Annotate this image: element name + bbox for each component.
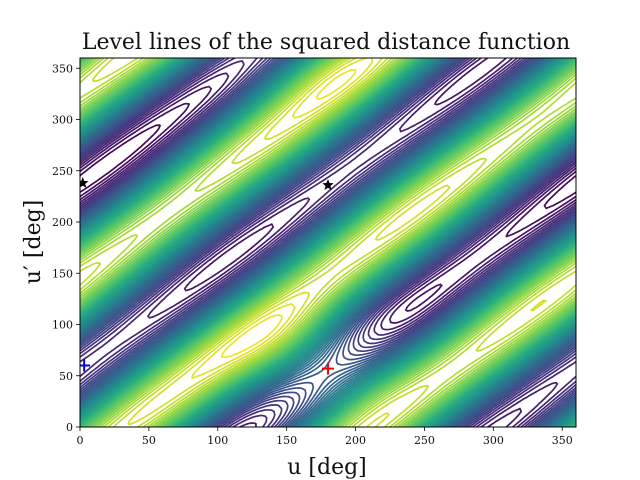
plot-frame: [79, 57, 577, 428]
contour-lines: [80, 58, 576, 427]
contour-level-line: [80, 58, 576, 427]
contour-level-line: [80, 58, 576, 427]
x-tick-label: 250: [414, 434, 435, 447]
contour-level-line: [127, 58, 547, 427]
y-tick-label: 350: [52, 62, 73, 75]
x-tick-label: 350: [552, 434, 573, 447]
star-marker: [322, 179, 334, 190]
contour-level-line: [80, 124, 576, 210]
contour-level-line: [80, 58, 576, 427]
contour-level-line: [80, 58, 576, 427]
contour-level-line: [220, 68, 357, 359]
x-tick-label: 100: [207, 434, 228, 447]
contour-level-line: [80, 58, 576, 427]
y-tick-label: 200: [52, 216, 73, 229]
contour-level-line: [80, 58, 576, 427]
contour-level-line: [80, 102, 576, 312]
x-tick-label: 300: [483, 434, 504, 447]
contour-level-line: [80, 58, 576, 427]
contour-level-line: [80, 58, 576, 427]
contour-level-line: [80, 58, 576, 427]
contour-level-line: [80, 58, 576, 427]
y-axis-label: u′ [deg]: [21, 200, 46, 285]
contour-level-line: [80, 58, 576, 427]
y-axis-ticks: 0 50 100 150 200 250 300 350: [52, 62, 80, 434]
contour-level-line: [80, 58, 576, 427]
y-tick-label: 100: [52, 319, 73, 332]
y-tick-label: 300: [52, 114, 73, 127]
x-tick-label: 200: [345, 434, 366, 447]
contour-level-line: [80, 58, 576, 427]
x-tick-label: 50: [142, 434, 156, 447]
contour-level-line: [191, 58, 374, 379]
contour-level-line: [80, 58, 576, 427]
chart-title: Level lines of the squared distance func…: [82, 30, 570, 55]
y-tick-label: 50: [59, 370, 73, 383]
y-tick-label: 0: [66, 421, 73, 434]
contour-level-line: [80, 58, 576, 427]
contour-level-line: [80, 58, 576, 427]
x-tick-label: 150: [276, 434, 297, 447]
y-tick-label: 250: [52, 165, 73, 178]
contour-level-line: [80, 58, 576, 427]
contour-level-line: [80, 58, 576, 427]
contour-level-line: [80, 58, 576, 427]
contour-level-line: [80, 58, 576, 427]
star-marker: [80, 177, 89, 188]
plus-marker: [322, 362, 334, 375]
y-tick-label: 150: [52, 267, 73, 280]
contour-level-line: [80, 58, 576, 427]
contour-level-line: [80, 58, 576, 427]
x-tick-label: 0: [77, 434, 84, 447]
x-axis-label: u [deg]: [287, 455, 367, 480]
x-axis-ticks: 0 50 100 150 200 250 300 350: [77, 427, 573, 447]
